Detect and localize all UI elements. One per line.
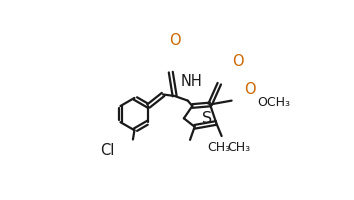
Text: Cl: Cl (100, 143, 115, 158)
Text: O: O (233, 54, 244, 69)
Text: O: O (169, 33, 180, 48)
Text: S: S (202, 111, 212, 126)
Text: CH₃: CH₃ (227, 141, 250, 154)
Text: CH₃: CH₃ (207, 141, 230, 154)
Text: OCH₃: OCH₃ (257, 96, 290, 109)
Text: O: O (245, 82, 256, 97)
Text: NH: NH (181, 74, 202, 89)
